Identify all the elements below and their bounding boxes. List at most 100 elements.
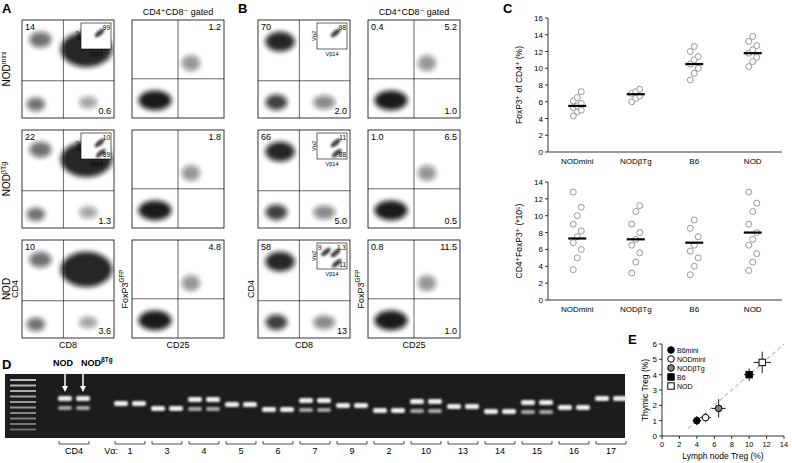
inset: 1188Vα2Vβ14	[311, 133, 347, 167]
populations	[374, 275, 436, 330]
category-label: NOD	[744, 157, 762, 166]
y-tick	[659, 344, 662, 345]
legend-label: NODmini	[677, 356, 706, 363]
data-point	[574, 255, 580, 261]
sample-arrowhead	[80, 386, 86, 392]
inset-percent: 11	[339, 134, 346, 141]
lane-label: 7	[312, 446, 317, 456]
gel-band	[280, 407, 294, 412]
data-point	[695, 65, 701, 71]
gel-background	[5, 374, 625, 438]
plot-bg	[258, 240, 350, 338]
data-point	[629, 221, 635, 227]
panel-label: B	[238, 1, 247, 16]
y-tick	[659, 390, 662, 391]
legend-marker	[668, 383, 674, 389]
cell-population	[61, 252, 113, 287]
sample-label: NODβTg	[81, 356, 113, 368]
cell-population	[138, 201, 171, 221]
gel-band	[76, 396, 90, 401]
cell-population	[138, 311, 171, 331]
data-point	[702, 414, 709, 421]
gel-band	[132, 401, 146, 406]
data-point	[694, 417, 701, 424]
cell-population	[418, 55, 436, 71]
label-text: FoxP3	[356, 282, 366, 308]
flow-plot: 581391.311Vα2Vβ14	[258, 240, 350, 338]
gel-band	[188, 397, 202, 402]
quadrant-line	[258, 190, 350, 191]
data-point	[637, 203, 643, 209]
gel-band	[484, 409, 498, 414]
gel-band	[521, 410, 535, 414]
quadrant-line	[258, 80, 350, 81]
inset-percent: 1.3	[337, 244, 346, 251]
x-tick-label: 14	[780, 440, 788, 449]
axis-label: CD25	[166, 340, 189, 350]
y-tick-label: 10	[534, 212, 543, 221]
panel-label: C	[503, 1, 513, 16]
y-tick-label: 4	[539, 262, 544, 271]
lane-bracket	[115, 441, 145, 444]
inset-percent: 89	[103, 151, 111, 158]
data-point	[687, 225, 693, 231]
data-point	[746, 268, 752, 274]
lane-label: 9	[349, 446, 354, 456]
ladder-band	[10, 385, 36, 387]
quadrant-percent: 4.8	[208, 242, 221, 252]
plot-frame	[132, 20, 224, 118]
inset-frame	[81, 23, 111, 49]
lane-label: 3	[164, 446, 169, 456]
label-sup: GFP	[354, 270, 361, 283]
lane-bracket	[448, 441, 478, 444]
sample-arrow	[64, 368, 66, 388]
lane-bracket	[189, 441, 219, 444]
cell-population	[182, 165, 200, 181]
cell-population	[265, 204, 287, 220]
data-point	[746, 371, 752, 377]
inset-percent: 10	[103, 134, 111, 141]
data-point	[754, 43, 760, 49]
category-label: B6	[689, 305, 699, 314]
sample-arrow	[82, 368, 84, 388]
lane-prefix: Vα:	[104, 446, 118, 456]
cell-population	[265, 252, 294, 272]
inset-percent: 88	[339, 151, 347, 158]
gate-header: CD4⁺CD8⁻ gated	[143, 7, 214, 17]
dot-chart: 0246810121416FoxP3⁺ of CD4⁺ (%)NODminiNO…	[514, 14, 782, 166]
flow-plot: 1.06.50.5	[368, 130, 460, 228]
inset: 98Vα2Vβ14	[311, 23, 347, 57]
lane-label: 5	[238, 446, 243, 456]
y-title: FoxP3⁺ of CD4⁺ (%)	[514, 46, 524, 124]
sample-arrowhead	[62, 386, 68, 392]
data-point	[746, 242, 752, 248]
y-tick-label: 1	[653, 417, 658, 426]
gel-band	[76, 406, 90, 410]
x-tick-label: 4	[695, 440, 699, 449]
ladder-band	[10, 407, 36, 409]
flow-plot: 0.811.51.0	[368, 240, 460, 338]
quadrant-percent: 22	[25, 132, 35, 142]
gel-band	[58, 396, 72, 401]
x-tick-label: 12	[762, 440, 770, 449]
lane-bracket	[522, 441, 552, 444]
x-tick-label: 6	[712, 440, 716, 449]
quadrant-line	[132, 78, 224, 79]
quadrant-percent: 5.0	[334, 216, 347, 226]
lane-label: 2	[386, 446, 391, 456]
plot-frame	[258, 20, 350, 118]
mean-bar	[568, 105, 586, 107]
lane-label: 17	[606, 446, 616, 456]
row-label: NODmini	[0, 51, 12, 87]
gel-band	[465, 404, 479, 409]
quadrant-percent: 6.5	[444, 132, 457, 142]
y-tick-label: 2	[539, 131, 544, 140]
cell-population	[418, 275, 436, 291]
plot-frame	[132, 240, 224, 338]
plot-frame	[22, 130, 114, 228]
cell-population	[313, 315, 335, 329]
axis-label: CD8	[295, 340, 313, 350]
plot-frame	[132, 130, 224, 228]
cell-population	[265, 32, 294, 52]
lane-bracket	[411, 441, 441, 444]
